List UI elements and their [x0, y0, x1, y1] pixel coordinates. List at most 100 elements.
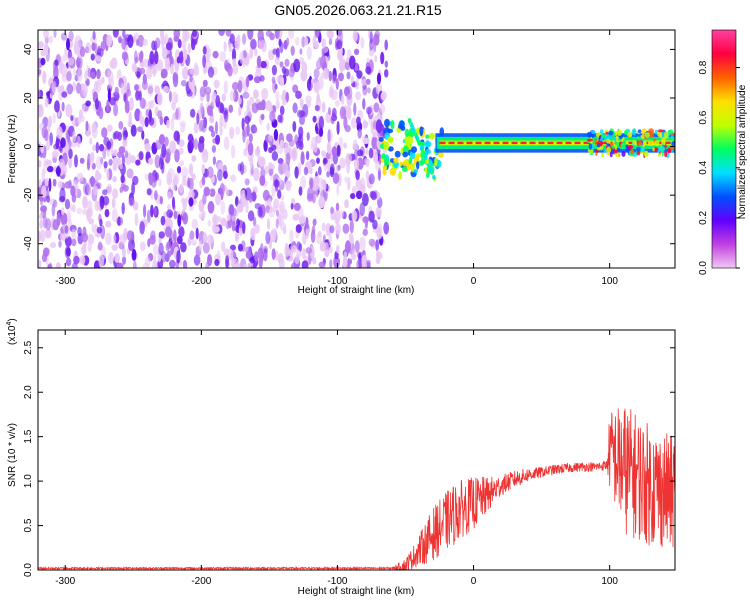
spectrogram-cell	[174, 60, 179, 74]
spectrogram-y-tick-label: -40	[23, 236, 34, 251]
spectrogram-cell	[215, 95, 221, 108]
spectrogram-cell	[370, 191, 377, 201]
snr-x-tick-label: 100	[601, 576, 618, 587]
spectrogram-cell	[126, 82, 130, 94]
spectrogram-cell	[406, 136, 414, 145]
spectrogram-cell	[252, 167, 260, 181]
spectrogram-cell	[314, 105, 320, 112]
spectrogram-cell	[356, 259, 362, 268]
spectrogram-cell	[348, 153, 352, 163]
spectrogram-cell	[207, 201, 215, 214]
spectrogram-cell	[150, 99, 155, 109]
spectrogram-cell	[167, 203, 171, 212]
spectrogram-cell	[305, 247, 312, 254]
spectrogram-cell	[201, 175, 206, 186]
spectrogram-cell	[609, 151, 613, 158]
spectrogram-cell	[232, 58, 237, 67]
spectrogram-cell	[46, 195, 51, 203]
spectrogram-cell	[660, 145, 665, 153]
spectrogram-cell	[55, 166, 61, 175]
spectrogram-cell	[178, 160, 185, 167]
spectrogram-cell	[635, 146, 642, 152]
spectrogram-cell	[368, 210, 375, 223]
snr-scale-exponent: 4	[6, 322, 13, 326]
spectrogram-cell	[271, 228, 278, 237]
spectrogram-cell	[220, 217, 227, 227]
spectrogram-cell	[264, 165, 269, 175]
spectrogram-cell	[614, 141, 620, 146]
spectrogram-cell	[114, 86, 119, 95]
spectrogram-cell	[202, 46, 207, 55]
spectrogram-cell	[207, 234, 214, 245]
spectrogram-cell	[202, 79, 208, 88]
spectrogram-cell	[375, 206, 382, 218]
spectrogram-cell	[212, 50, 219, 59]
spectrogram-cell	[362, 84, 368, 96]
spectrogram-cell	[51, 150, 59, 159]
spectrogram-cell	[139, 97, 146, 109]
spectrogram-cell	[107, 88, 111, 103]
spectrogram-cell	[223, 248, 229, 256]
spectrogram-cell	[242, 263, 248, 268]
spectrogram-cell	[219, 122, 223, 137]
spectrogram-cell	[352, 139, 358, 150]
spectrogram-cell	[275, 91, 280, 102]
spectrogram-cell	[172, 71, 179, 83]
snr-y-tick-label: 1.0	[23, 474, 34, 488]
spectrogram-cell	[112, 132, 117, 140]
colorbar-frame	[711, 29, 737, 269]
spectrogram-cell	[326, 151, 332, 160]
spectrogram-cell	[212, 226, 220, 233]
spectrogram-cell	[344, 240, 351, 254]
spectrogram-cell	[268, 161, 273, 170]
spectrogram-cell	[111, 244, 118, 251]
spectrogram-cell	[232, 258, 239, 268]
spectrogram-cell	[76, 207, 83, 215]
spectrogram-cell	[176, 56, 181, 64]
spectrogram-cell	[135, 38, 140, 46]
spectrogram-cell	[588, 143, 593, 150]
spectrogram-cell	[128, 239, 135, 252]
snr-scale-close: )	[7, 318, 18, 321]
spectrogram-cell	[357, 128, 363, 139]
spectrogram-cell	[254, 251, 259, 263]
spectrogram-cell	[424, 141, 432, 148]
spectrogram-cell	[193, 254, 201, 266]
spectrogram-cell	[336, 121, 340, 135]
spectrogram-cell	[290, 262, 297, 268]
spectrogram-cell	[649, 141, 655, 146]
spectrogram-cell	[372, 219, 378, 230]
spectrogram-cell	[146, 209, 151, 223]
spectrogram-cell	[313, 68, 320, 79]
colorbar-label: Normalized spectral amplitude	[737, 84, 748, 219]
spectrogram-cell	[380, 51, 385, 65]
spectrogram-cell	[151, 40, 156, 51]
spectrogram-cell	[76, 82, 82, 94]
spectrogram-cell	[68, 30, 74, 42]
spectrogram-cell	[38, 230, 42, 242]
spectrogram-cell	[632, 139, 635, 145]
spectrogram-cell	[247, 262, 251, 268]
spectrogram-cell	[363, 137, 370, 144]
spectrogram-cell	[116, 262, 124, 268]
spectrogram-cell	[132, 260, 137, 268]
spectrogram-cell	[54, 59, 59, 67]
spectrogram-cell	[355, 190, 363, 200]
spectrogram-cell	[117, 216, 121, 227]
spectrogram-cell	[365, 66, 372, 75]
spectrogram-cell	[48, 262, 53, 268]
spectrogram-cell	[305, 95, 312, 104]
spectrogram-cell	[144, 116, 149, 128]
spectrogram-cell	[143, 204, 147, 218]
spectrogram-cell	[81, 243, 86, 256]
spectrogram-cell	[399, 161, 403, 167]
spectrogram-cell	[285, 152, 291, 166]
spectrogram-cell	[38, 159, 42, 168]
spectrogram-cell	[38, 41, 44, 49]
spectrogram-cell	[316, 93, 321, 104]
spectrogram-cell	[238, 106, 242, 117]
spectrogram-cell	[119, 233, 127, 244]
spectrogram-cell	[242, 221, 246, 234]
spectrogram-cell	[292, 121, 297, 133]
spectrogram-cell	[217, 169, 223, 182]
